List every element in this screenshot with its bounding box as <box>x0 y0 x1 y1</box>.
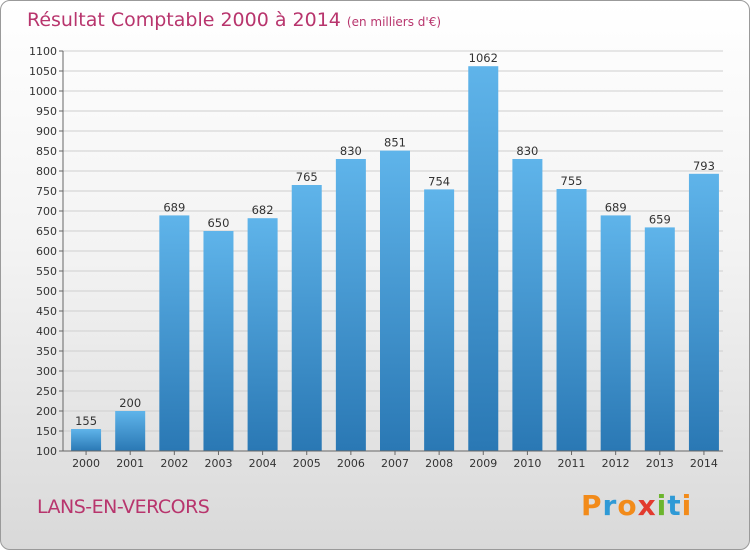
y-tick-label: 900 <box>36 125 57 138</box>
data-label-2000: 155 <box>75 414 97 428</box>
data-label-2004: 682 <box>252 203 274 217</box>
y-tick-label: 850 <box>36 145 57 158</box>
data-label-2001: 200 <box>119 396 141 410</box>
y-tick-label: 700 <box>36 205 57 218</box>
x-tick-label-2011: 2011 <box>558 457 586 470</box>
logo-letter: P <box>581 489 603 522</box>
chart-unit: (en milliers d'€) <box>346 15 442 29</box>
bar-2009[interactable] <box>468 66 499 451</box>
bar-2014[interactable] <box>688 173 719 452</box>
bar-2000[interactable] <box>71 429 102 451</box>
y-tick-label: 450 <box>36 305 57 318</box>
bar-2004[interactable] <box>247 218 278 451</box>
y-tick-label: 150 <box>36 425 57 438</box>
data-label-2013: 659 <box>649 212 671 226</box>
chart-title-text: Résultat Comptable 2000 à 2014 <box>27 9 341 31</box>
x-tick-label-2002: 2002 <box>160 457 188 470</box>
y-tick-label: 950 <box>36 105 57 118</box>
bar-2001[interactable] <box>115 411 146 451</box>
logo-letter: r <box>602 489 618 522</box>
x-tick-label-2013: 2013 <box>646 457 674 470</box>
data-label-2005: 765 <box>296 170 318 184</box>
x-tick-label-2010: 2010 <box>513 457 541 470</box>
x-tick-label-2006: 2006 <box>337 457 365 470</box>
logo-letter: i <box>681 489 693 522</box>
y-tick-label: 500 <box>36 285 57 298</box>
x-tick-label-2000: 2000 <box>72 457 100 470</box>
x-tick-label-2005: 2005 <box>293 457 321 470</box>
data-label-2002: 689 <box>163 200 185 214</box>
x-tick-label-2004: 2004 <box>249 457 277 470</box>
data-label-2009: 1062 <box>469 51 498 65</box>
x-tick-label-2012: 2012 <box>602 457 630 470</box>
data-label-2003: 650 <box>207 216 229 230</box>
bar-2005[interactable] <box>291 185 322 451</box>
y-tick-label: 600 <box>36 245 57 258</box>
y-tick-label: 1000 <box>29 85 57 98</box>
logo-letter: o <box>617 489 638 522</box>
y-tick-label: 800 <box>36 165 57 178</box>
y-tick-label: 650 <box>36 225 57 238</box>
logo-letter: t <box>667 489 682 522</box>
x-tick-label-2003: 2003 <box>204 457 232 470</box>
y-tick-label: 750 <box>36 185 57 198</box>
logo-letter: i <box>656 489 668 522</box>
data-label-2006: 830 <box>340 144 362 158</box>
logo-letter: x <box>637 489 657 522</box>
x-tick-label-2007: 2007 <box>381 457 409 470</box>
data-label-2014: 793 <box>693 159 715 173</box>
bar-2010[interactable] <box>512 159 543 451</box>
commune-name: LANS-EN-VERCORS <box>37 496 210 518</box>
bar-2003[interactable] <box>203 231 234 451</box>
bars: 155 200 689 650 682 765 830 851 754 1062 830 755 689… <box>71 51 719 452</box>
chart-title: Résultat Comptable 2000 à 2014 (en millie… <box>27 9 441 31</box>
y-tick-label: 200 <box>36 405 57 418</box>
y-tick-label: 1050 <box>29 65 57 78</box>
y-tick-label: 400 <box>36 325 57 338</box>
data-label-2007: 851 <box>384 136 406 150</box>
y-tick-label: 100 <box>36 445 57 458</box>
bar-2011[interactable] <box>556 189 587 451</box>
y-tick-label: 350 <box>36 345 57 358</box>
bar-2006[interactable] <box>335 159 366 451</box>
y-tick-label: 550 <box>36 265 57 278</box>
y-axis: 100 150 200 250 300 350 400 450 500 550 600 650 700 7… <box>29 45 64 458</box>
data-label-2010: 830 <box>516 144 538 158</box>
x-axis: 2000 2001 2002 2003 2004 2005 2006 2007 2008 2009… <box>63 450 723 470</box>
y-tick-label: 300 <box>36 365 57 378</box>
y-tick-label: 1100 <box>29 45 57 58</box>
x-tick-label-2009: 2009 <box>469 457 497 470</box>
data-label-2012: 689 <box>605 200 627 214</box>
bar-2008[interactable] <box>424 189 455 451</box>
x-tick-label-2014: 2014 <box>690 457 718 470</box>
bar-2012[interactable] <box>600 215 631 451</box>
bar-2013[interactable] <box>644 227 675 451</box>
data-label-2011: 755 <box>561 174 583 188</box>
bar-2002[interactable] <box>159 215 190 451</box>
data-label-2008: 754 <box>428 174 450 188</box>
y-tick-label: 250 <box>36 385 57 398</box>
x-tick-label-2001: 2001 <box>116 457 144 470</box>
bar-2007[interactable] <box>380 150 410 451</box>
proxiti-logo[interactable]: Proxiti <box>581 489 692 522</box>
x-tick-label-2008: 2008 <box>425 457 453 470</box>
